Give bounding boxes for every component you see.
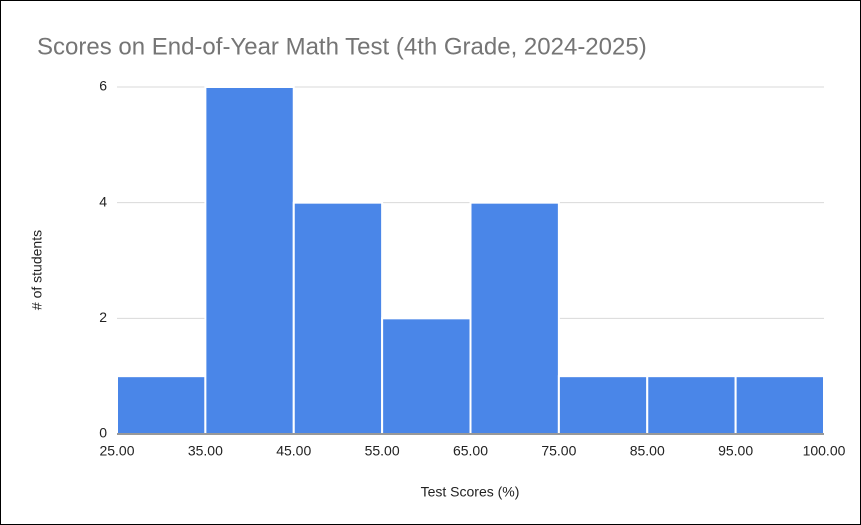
x-tick-label: 100.00 xyxy=(803,443,846,459)
bar xyxy=(469,201,560,435)
x-tick-label: 55.00 xyxy=(365,443,400,459)
y-tick-label: 0 xyxy=(99,425,107,441)
bar xyxy=(381,317,472,436)
x-tick-label: 35.00 xyxy=(188,443,223,459)
x-axis-title: Test Scores (%) xyxy=(421,484,520,500)
y-axis-title: # of students xyxy=(29,230,45,310)
x-tick-label: 25.00 xyxy=(99,443,134,459)
bar xyxy=(116,375,207,435)
bar xyxy=(734,375,825,435)
x-tick-label: 85.00 xyxy=(630,443,665,459)
x-tick-label: 95.00 xyxy=(718,443,753,459)
y-tick-label: 2 xyxy=(99,309,107,325)
bar xyxy=(204,86,295,435)
bar xyxy=(557,375,649,435)
y-tick-label: 4 xyxy=(99,193,107,209)
y-tick-label: 6 xyxy=(99,78,107,94)
x-tick-label: 45.00 xyxy=(276,443,311,459)
x-tick-label: 65.00 xyxy=(453,443,488,459)
bar xyxy=(646,375,737,435)
chart-title: Scores on End-of-Year Math Test (4th Gra… xyxy=(37,33,647,60)
x-tick-label: 75.00 xyxy=(541,443,576,459)
bar xyxy=(292,201,384,435)
